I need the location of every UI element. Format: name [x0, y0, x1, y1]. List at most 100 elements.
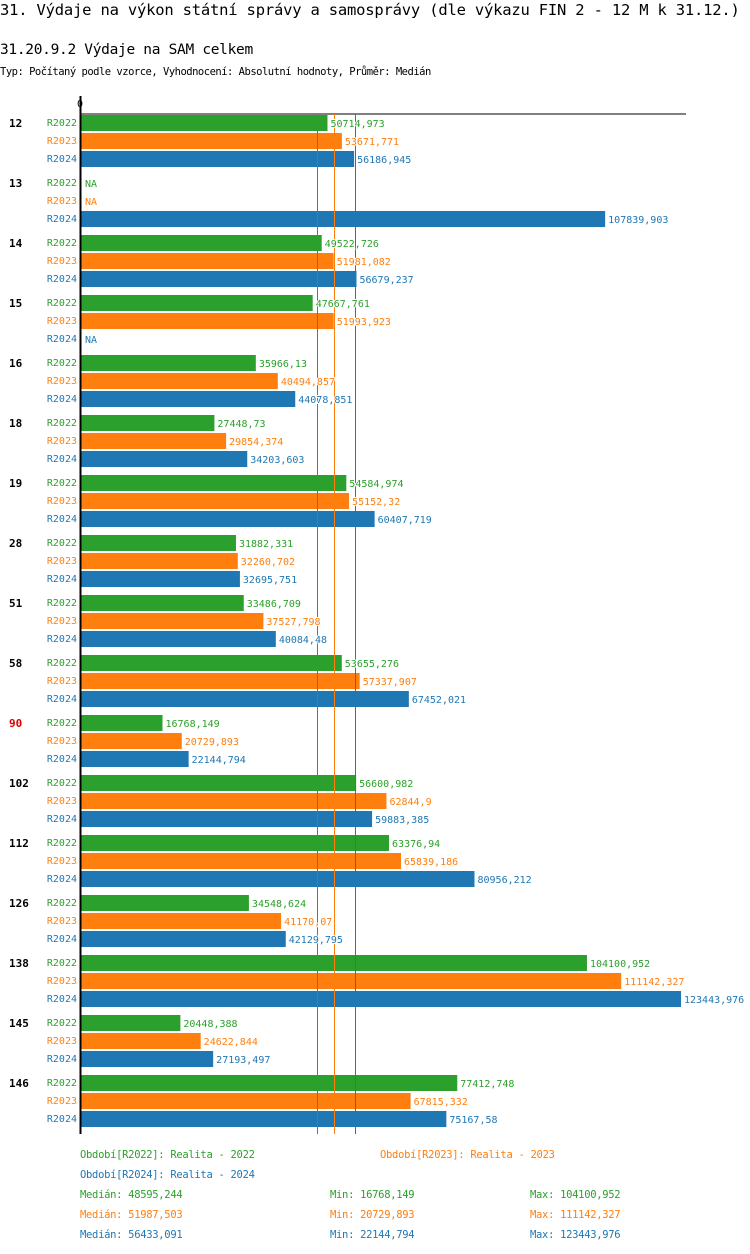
chart-subtitle: 31.20.9.2 Výdaje na SAM celkem	[0, 42, 253, 58]
value-label-R2023-146: 67815,332	[414, 1097, 468, 1108]
legend-median-R2024: Medián: 56433,091	[80, 1229, 183, 1241]
value-label-R2024-138: 123443,976	[684, 995, 744, 1006]
value-label-halo: 51993,923	[337, 317, 391, 328]
value-label-R2024-102: 59883,385	[375, 815, 429, 826]
value-label-R2023-112: 65839,186	[404, 857, 458, 868]
value-label-halo: 33486,709	[247, 599, 301, 610]
value-label-halo: 111142,327	[624, 977, 684, 988]
bar-R2024-145	[81, 1051, 214, 1067]
value-label-R2024-28: 32695,751	[243, 575, 297, 586]
value-label-halo: 32695,751	[243, 575, 297, 586]
value-label-halo: 31882,331	[239, 539, 293, 550]
bar-R2022-19	[81, 475, 347, 491]
value-label-halo: 55152,32	[352, 497, 400, 508]
value-label-halo: 42129,795	[289, 935, 343, 946]
bar-R2022-102	[81, 775, 357, 791]
value-label-halo: 56186,945	[357, 155, 411, 166]
bar-R2024-12	[81, 151, 355, 167]
series-label: R2024	[47, 214, 77, 225]
value-label-R2023-58: 57337,907	[363, 677, 417, 688]
value-label-R2022-12: 50714,973	[331, 119, 385, 130]
value-label-halo: 67452,021	[412, 695, 466, 706]
value-label-R2023-14: 51981,082	[337, 257, 391, 268]
category-label-51: 51	[9, 597, 23, 610]
value-label-halo: 49522,726	[325, 239, 379, 250]
series-label: R2022	[47, 778, 77, 789]
category-label-58: 58	[9, 657, 22, 670]
series-label: R2024	[47, 634, 77, 645]
bar-R2022-126	[81, 895, 249, 911]
series-label: R2024	[47, 514, 77, 525]
series-label: R2022	[47, 658, 77, 669]
category-label-16: 16	[9, 357, 23, 370]
value-label-halo: 32260,702	[241, 557, 295, 568]
value-label-R2022-146: 77412,748	[460, 1079, 514, 1090]
series-label: R2023	[47, 436, 77, 447]
value-label-R2024-14: 56679,237	[359, 275, 413, 286]
series-label: R2022	[47, 118, 77, 129]
legend-period-R2023: Období[R2023]: Realita - 2023	[380, 1149, 555, 1161]
value-label-R2023-102: 62844,9	[389, 797, 431, 808]
series-label: R2023	[47, 736, 77, 747]
category-label-28: 28	[9, 537, 22, 550]
category-label-126: 126	[9, 897, 29, 910]
bar-R2024-13	[81, 211, 606, 227]
value-label-halo: 29854,374	[229, 437, 283, 448]
value-label-halo: 40084,48	[279, 635, 327, 646]
bar-R2023-16	[81, 373, 278, 389]
value-label-R2024-126: 42129,795	[289, 935, 343, 946]
bar-R2022-16	[81, 355, 256, 371]
category-label-138: 138	[9, 957, 29, 970]
value-label-halo: 77412,748	[460, 1079, 514, 1090]
value-label-halo: 50714,973	[331, 119, 385, 130]
bar-R2024-138	[81, 991, 681, 1007]
bar-R2023-90	[81, 733, 182, 749]
bar-R2024-19	[81, 511, 375, 527]
value-label-R2023-19: 55152,32	[352, 497, 400, 508]
series-label: R2022	[47, 838, 77, 849]
value-label-halo: 53671,771	[345, 137, 399, 148]
value-label-R2022-90: 16768,149	[166, 719, 220, 730]
value-label-halo: 51981,082	[337, 257, 391, 268]
series-label: R2022	[47, 898, 77, 909]
value-label-halo: 47667,761	[316, 299, 370, 310]
bar-R2024-16	[81, 391, 296, 407]
category-label-145: 145	[9, 1017, 29, 1030]
category-label-15: 15	[9, 297, 22, 310]
bar-R2024-102	[81, 811, 373, 827]
series-label: R2024	[47, 574, 77, 585]
series-label: R2023	[47, 136, 77, 147]
value-label-halo: 107839,903	[608, 215, 668, 226]
value-label-halo: 20448,388	[183, 1019, 237, 1030]
legend-max-R2022: Max: 104100,952	[530, 1189, 621, 1201]
value-label-R2022-18: 27448,73	[217, 419, 265, 430]
value-label-R2022-28: 31882,331	[239, 539, 293, 550]
value-label-halo: 41170,07	[284, 917, 332, 928]
value-label-R2023-51: 37527,798	[266, 617, 320, 628]
series-label: R2022	[47, 298, 77, 309]
series-label: R2023	[47, 616, 77, 627]
series-label: R2022	[47, 538, 77, 549]
value-label-halo: 57337,907	[363, 677, 417, 688]
value-label-R2023-15: 51993,923	[337, 317, 391, 328]
legend-period-R2022: Období[R2022]: Realita - 2022	[80, 1149, 255, 1161]
value-label-R2024-145: 27193,497	[216, 1055, 270, 1066]
value-label-R2023-13: NA	[85, 197, 97, 208]
series-label: R2023	[47, 316, 77, 327]
legend-median-R2022: Medián: 48595,244	[80, 1189, 183, 1201]
bar-R2023-18	[81, 433, 227, 449]
value-label-halo: 65839,186	[404, 857, 458, 868]
bar-R2023-58	[81, 673, 360, 689]
series-label: R2024	[47, 934, 77, 945]
value-label-R2022-14: 49522,726	[325, 239, 379, 250]
bar-R2022-58	[81, 655, 342, 671]
series-label: R2024	[47, 154, 77, 165]
value-label-R2024-146: 75167,58	[449, 1115, 497, 1126]
series-label: R2022	[47, 478, 77, 489]
value-label-R2024-58: 67452,021	[412, 695, 466, 706]
value-label-R2024-13: 107839,903	[608, 215, 668, 226]
category-label-112: 112	[9, 837, 29, 850]
value-label-R2023-90: 20729,893	[185, 737, 239, 748]
value-label-halo: 37527,798	[266, 617, 320, 628]
value-label-halo: 53655,276	[345, 659, 399, 670]
